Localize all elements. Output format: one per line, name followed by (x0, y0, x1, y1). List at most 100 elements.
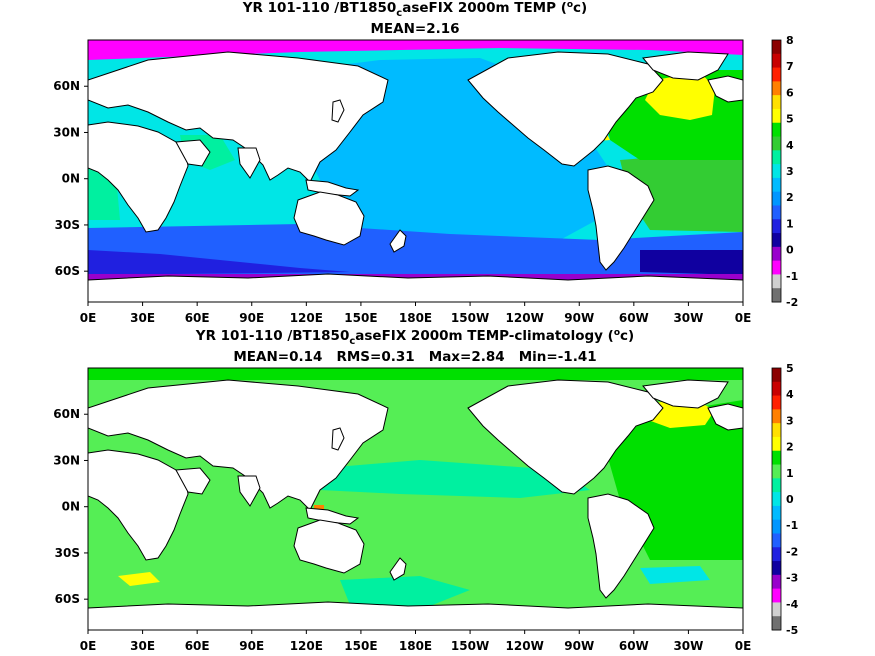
colorbar-swatch (772, 177, 781, 193)
top-title-sub: c (396, 8, 402, 19)
colorbar-swatch (772, 205, 781, 220)
x-tick-label: 60W (619, 639, 649, 653)
colorbar-swatch (772, 547, 781, 562)
bottom-title-end: c) (620, 328, 634, 344)
colorbar-swatch (772, 122, 781, 138)
y-tick-label: 0N (62, 500, 80, 514)
x-tick-label: 150E (344, 639, 377, 653)
colorbar-tick-label: -1 (786, 519, 798, 532)
y-tick-label: 60S (55, 264, 80, 278)
x-tick-label: 90E (239, 639, 264, 653)
x-tick-label: 120W (506, 311, 544, 325)
colorbar-swatch (772, 108, 781, 124)
x-tick-label: 120W (506, 639, 544, 653)
x-tick-label: 30E (130, 639, 155, 653)
colorbar-swatch (772, 40, 781, 55)
y-tick-label: 60S (55, 592, 80, 606)
y-tick-label: 30N (53, 453, 80, 467)
top-panel: YR 101-110 /BT1850caseFIX 2000m TEMP (oc… (53, 0, 798, 325)
top-colorbar: 8 7 6 5 4 3 2 1 0 -1 -2 (771, 34, 798, 309)
bottom-y-axis: 60N 30N 0N 30S 60S (53, 407, 88, 606)
colorbar-tick-label: -4 (786, 598, 799, 611)
colorbar-tick-label: 4 (786, 139, 794, 152)
top-title-sup: o (567, 0, 573, 10)
colorbar-swatch (772, 561, 781, 576)
colorbar-swatch (772, 219, 781, 234)
colorbar-swatch (772, 81, 781, 96)
top-map (88, 40, 743, 302)
colorbar-swatch (772, 616, 781, 631)
colorbar-swatch (772, 436, 781, 452)
colorbar-swatch (772, 409, 781, 424)
colorbar-swatch (772, 588, 781, 603)
y-tick-label: 0N (62, 172, 80, 186)
x-tick-label: 0E (80, 311, 97, 325)
x-tick-label: 150E (344, 311, 377, 325)
colorbar-swatch (772, 191, 781, 206)
colorbar-swatch (772, 368, 781, 383)
x-tick-label: 0E (735, 639, 752, 653)
y-tick-label: 30S (55, 546, 80, 560)
colorbar-tick-label: 3 (786, 165, 794, 178)
colorbar-tick-label: 2 (786, 191, 794, 204)
colorbar-tick-label: 0 (786, 493, 794, 506)
colorbar-swatch (772, 164, 781, 179)
bottom-panel: YR 101-110 /BT1850caseFIX 2000m TEMP-cli… (53, 328, 798, 653)
colorbar-swatch (772, 464, 781, 479)
colorbar-swatch (772, 95, 781, 110)
bottom-map (88, 368, 743, 630)
x-tick-label: 60E (185, 311, 210, 325)
x-tick-label: 30W (673, 311, 703, 325)
colorbar-tick-label: 2 (786, 441, 794, 454)
top-title-end: c) (573, 0, 587, 16)
colorbar-tick-label: -5 (786, 624, 798, 637)
colorbar-tick-label: 4 (786, 388, 794, 401)
x-tick-label: 90W (564, 639, 594, 653)
colorbar-tick-label: 1 (786, 467, 794, 480)
colorbar-swatch (772, 492, 781, 507)
colorbar-frame (771, 367, 782, 631)
top-title-part2: aseFIX 2000m TEMP ( (402, 0, 567, 16)
colorbar-swatch (772, 505, 781, 521)
x-tick-label: 30W (673, 639, 703, 653)
x-tick-label: 60E (185, 639, 210, 653)
region-atlantic-yellow (645, 72, 715, 120)
anomaly-pacific-band (300, 460, 590, 498)
colorbar-swatch (772, 423, 781, 438)
colorbar-swatch (772, 53, 781, 69)
colorbar-tick-label: 5 (786, 113, 794, 126)
y-tick-label: 30N (53, 125, 80, 139)
region-arctic (88, 40, 743, 60)
y-tick-label: 30S (55, 218, 80, 232)
bottom-title-part2: aseFIX 2000m TEMP-climatology ( (355, 328, 614, 344)
anomaly-southern-yellow (118, 572, 160, 586)
colorbar-tick-label: -2 (786, 296, 798, 309)
bottom-title-sup: o (614, 328, 620, 338)
x-tick-label: 180E (399, 639, 432, 653)
colorbar-swatch (772, 274, 781, 289)
region-southern-blue (88, 224, 743, 275)
y-tick-label: 60N (53, 79, 80, 93)
region-atlantic-south (620, 150, 743, 232)
bottom-chart-subtitle: MEAN=0.14 RMS=0.31 Max=2.84 Min=-1.41 (233, 349, 596, 365)
colorbar-swatch (772, 450, 781, 466)
colorbar-swatch (772, 395, 781, 410)
top-chart-title: YR 101-110 /BT1850caseFIX 2000m TEMP (oc… (242, 0, 587, 19)
colorbar-tick-label: -2 (786, 545, 798, 558)
x-tick-label: 90E (239, 311, 264, 325)
x-tick-label: 0E (735, 311, 752, 325)
x-tick-label: 120E (290, 639, 323, 653)
colorbar-swatch (772, 260, 781, 275)
colorbar-swatch (772, 233, 781, 248)
colorbar-swatch (772, 288, 781, 303)
bottom-title-part1: YR 101-110 /BT1850 (195, 328, 350, 344)
colorbar-swatch (772, 478, 781, 493)
top-chart-subtitle: MEAN=2.16 (370, 21, 459, 37)
bottom-chart-title: YR 101-110 /BT1850caseFIX 2000m TEMP-cli… (195, 328, 634, 347)
colorbar-tick-label: -3 (786, 572, 798, 585)
colorbar-tick-label: -1 (786, 270, 798, 283)
x-tick-label: 150W (451, 311, 489, 325)
anomaly-orange-spot (314, 505, 324, 511)
anomaly-satl-teal (640, 566, 710, 584)
x-tick-label: 30E (130, 311, 155, 325)
